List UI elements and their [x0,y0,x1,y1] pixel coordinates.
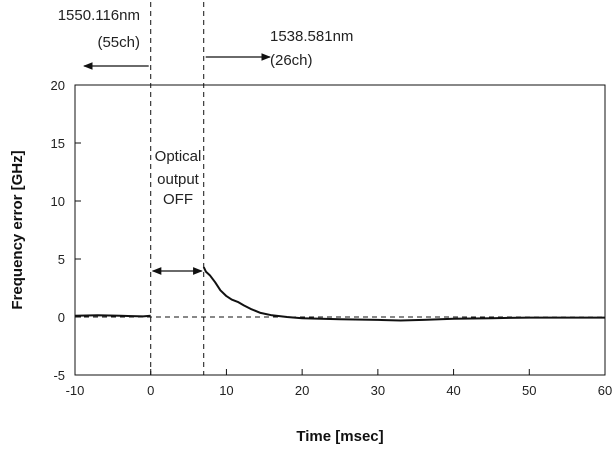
y-tick-label: 0 [58,310,65,325]
y-tick-label: 15 [51,136,65,151]
y-tick-label: -5 [53,368,65,383]
y-tick-label: 20 [51,78,65,93]
annotation-left-channel: (55ch) [97,34,140,51]
y-tick-label: 10 [51,194,65,209]
x-tick-label: -10 [66,383,85,398]
x-axis-ticks: -10 0 10 20 30 40 50 60 [66,369,612,398]
y-axis-label: Frequency error [GHz] [9,150,26,309]
plot-frame [74,84,606,376]
x-tick-label: 60 [598,383,612,398]
y-tick-label: 5 [58,252,65,267]
x-tick-label: 30 [371,383,385,398]
y-axis-ticks: -5 0 5 10 15 20 [51,78,81,383]
annotation-off-line1: Optical [155,148,202,165]
x-tick-label: 50 [522,383,536,398]
annotation-off-line3: OFF [163,191,193,208]
annotation-right-channel: (26ch) [270,52,313,69]
annotation-right-wavelength: 1538.581nm [270,28,353,45]
x-tick-label: 20 [295,383,309,398]
series-group [74,266,605,322]
series-line [202,266,605,322]
x-tick-label: 40 [446,383,460,398]
annotation-off-line2: output [157,171,200,188]
annotation-left-wavelength: 1550.116nm [58,7,140,24]
x-tick-label: 10 [219,383,233,398]
x-axis-label: Time [msec] [296,428,383,445]
x-tick-label: 0 [147,383,154,398]
series-line [74,314,151,318]
annotations: 1550.116nm (55ch) 1538.581nm (26ch) Optical o… [58,7,353,275]
